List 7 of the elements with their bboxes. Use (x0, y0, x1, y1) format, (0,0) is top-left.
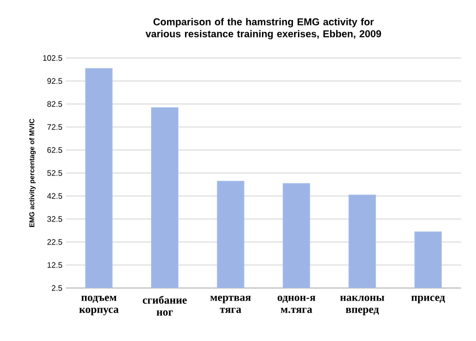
x-tick-label: мертвая тяга (210, 296, 251, 313)
chart-title: Comparison of the hamstring EMG activity for various resistance training exerises, Ebben, 2009 (146, 18, 382, 40)
x-tick-label: присед (411, 296, 445, 304)
x-tick-label: однон-я м.тяга (278, 296, 316, 314)
x-tick-label: подъем корпуса (79, 296, 119, 316)
x-tick-label: сгибание ног (142, 296, 187, 316)
x-tick-label: наклоны вперед (340, 296, 384, 316)
